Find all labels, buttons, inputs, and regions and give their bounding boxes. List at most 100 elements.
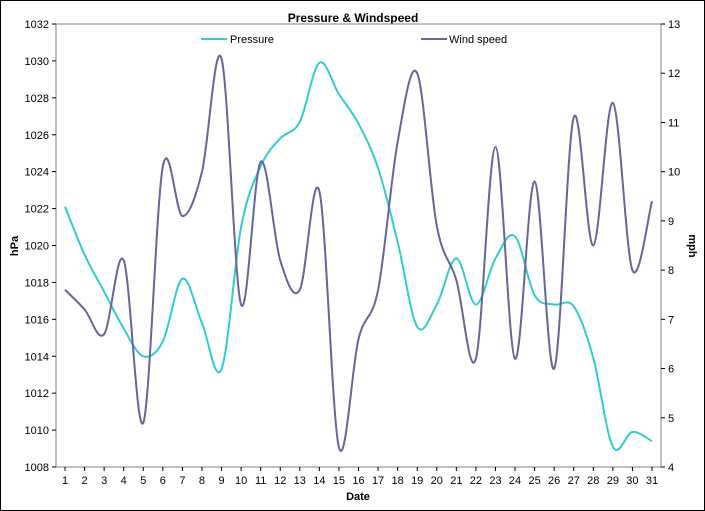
- data-point-pressure: [514, 235, 516, 237]
- series-line-wind-speed: [64, 54, 653, 452]
- x-axis-tick-label: 23: [489, 475, 501, 487]
- data-point-pressure: [83, 254, 85, 256]
- x-axis-tick-label: 26: [548, 475, 560, 487]
- data-point-pressure: [573, 305, 575, 307]
- data-point-wind-speed: [240, 303, 242, 305]
- right-axis-title: mph: [686, 234, 698, 258]
- chart-title: Pressure & Windspeed: [288, 11, 419, 25]
- data-point-pressure: [64, 206, 66, 208]
- right-axis-tick-label: 11: [668, 117, 679, 129]
- data-point-wind-speed: [123, 259, 125, 261]
- x-axis-tick-label: 27: [568, 475, 580, 487]
- data-point-wind-speed: [299, 289, 301, 291]
- x-axis-tick-label: 2: [82, 475, 88, 487]
- x-axis-tick-label: 10: [235, 475, 247, 487]
- x-axis-tick-label: 31: [646, 475, 658, 487]
- x-axis-tick-label: 25: [528, 475, 540, 487]
- data-point-pressure: [299, 121, 301, 123]
- x-axis-tick-label: 13: [294, 475, 306, 487]
- data-point-wind-speed: [259, 161, 261, 163]
- data-point-wind-speed: [279, 259, 281, 261]
- x-axis-tick-label: 16: [352, 475, 364, 487]
- right-axis-tick-label: 6: [668, 364, 674, 376]
- data-point-wind-speed: [612, 102, 614, 104]
- data-point-pressure: [201, 322, 203, 324]
- legend: Pressure Wind speed: [201, 34, 507, 46]
- data-point-wind-speed: [396, 141, 398, 143]
- data-point-pressure: [631, 431, 633, 433]
- right-axis-tick-label: 5: [668, 413, 674, 425]
- x-axis-tick-label: 7: [179, 475, 185, 487]
- legend-label-pressure: Pressure: [230, 34, 274, 46]
- x-axis-tick-label: 18: [392, 475, 404, 487]
- right-axis-tick-label: 8: [668, 265, 674, 277]
- axes: 1008101010121014101610181020102210241026…: [25, 19, 681, 487]
- x-axis-tick-label: 9: [218, 475, 224, 487]
- data-point-pressure: [162, 340, 164, 342]
- x-axis-tick-label: 1: [62, 475, 68, 487]
- data-point-pressure: [123, 327, 125, 329]
- right-axis-tick-label: 9: [668, 216, 674, 228]
- left-axis-title: hPa: [9, 235, 21, 256]
- data-point-pressure: [103, 290, 105, 292]
- data-point-pressure: [592, 357, 594, 359]
- data-point-pressure: [181, 278, 183, 280]
- right-axis-tick-label: 7: [668, 314, 674, 326]
- data-point-pressure: [220, 368, 222, 370]
- left-axis-tick-label: 1020: [25, 241, 49, 253]
- data-point-wind-speed: [201, 170, 203, 172]
- left-axis-tick-label: 1016: [25, 314, 49, 326]
- data-point-wind-speed: [494, 146, 496, 148]
- data-point-wind-speed: [377, 289, 379, 291]
- data-point-pressure: [416, 326, 418, 328]
- data-point-pressure: [279, 137, 281, 139]
- data-point-pressure: [142, 355, 144, 357]
- x-axis-tick-label: 14: [313, 475, 325, 487]
- left-axis-tick-label: 1022: [25, 204, 49, 216]
- data-point-wind-speed: [573, 116, 575, 118]
- x-axis-tick-label: 20: [431, 475, 443, 487]
- data-point-pressure: [436, 303, 438, 305]
- data-point-pressure: [475, 303, 477, 305]
- data-point-wind-speed: [357, 338, 359, 340]
- x-axis-tick-label: 17: [372, 475, 384, 487]
- legend-label-wind-speed: Wind speed: [449, 34, 507, 46]
- data-point-wind-speed: [475, 358, 477, 360]
- data-point-wind-speed: [416, 72, 418, 74]
- data-point-wind-speed: [103, 333, 105, 335]
- left-axis-tick-label: 1032: [25, 19, 49, 31]
- left-axis-tick-label: 1010: [25, 425, 49, 437]
- data-point-wind-speed: [592, 244, 594, 246]
- data-point-pressure: [612, 445, 614, 447]
- data-point-wind-speed: [162, 166, 164, 168]
- left-axis-tick-label: 1024: [25, 167, 49, 179]
- data-point-wind-speed: [631, 269, 633, 271]
- x-axis-tick-label: 12: [274, 475, 286, 487]
- data-point-wind-speed: [318, 190, 320, 192]
- x-axis-tick-label: 11: [255, 475, 266, 487]
- data-point-pressure: [377, 167, 379, 169]
- right-axis-tick-label: 13: [668, 19, 680, 31]
- data-point-wind-speed: [83, 308, 85, 310]
- right-axis-tick-label: 12: [668, 68, 680, 80]
- left-axis-tick-label: 1026: [25, 130, 49, 142]
- left-axis-tick-label: 1028: [25, 93, 49, 105]
- x-axis-tick-label: 15: [333, 475, 345, 487]
- left-axis-tick-label: 1030: [25, 56, 49, 68]
- x-axis-tick-label: 3: [101, 475, 107, 487]
- x-axis-tick-label: 28: [587, 475, 599, 487]
- left-axis-tick-label: 1008: [25, 462, 49, 474]
- data-point-pressure: [651, 440, 653, 442]
- data-point-wind-speed: [455, 279, 457, 281]
- right-axis-tick-label: 4: [668, 462, 674, 474]
- data-point-wind-speed: [533, 180, 535, 182]
- x-axis-tick-label: 19: [411, 475, 423, 487]
- data-point-wind-speed: [651, 200, 653, 202]
- data-point-pressure: [396, 241, 398, 243]
- x-axis-tick-label: 5: [140, 475, 146, 487]
- x-axis-tick-label: 8: [199, 475, 205, 487]
- left-axis-tick-label: 1012: [25, 388, 49, 400]
- data-point-pressure: [553, 303, 555, 305]
- x-axis-tick-label: 4: [121, 475, 127, 487]
